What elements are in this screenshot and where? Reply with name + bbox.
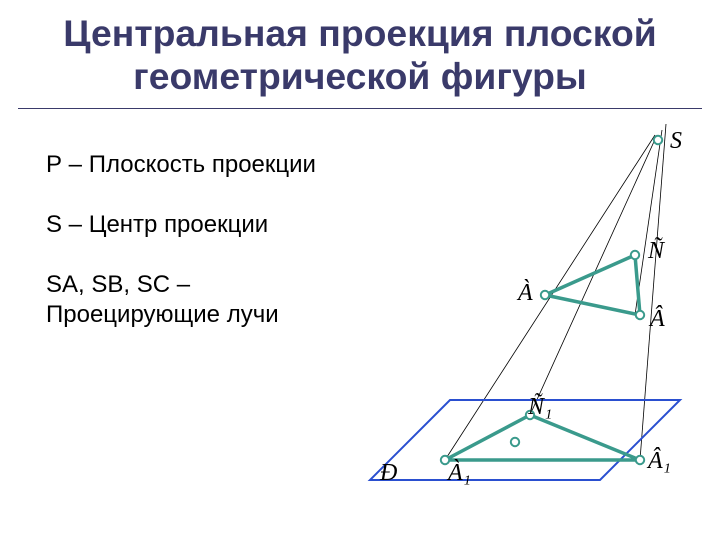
vertex-dot <box>541 291 549 299</box>
definition-symbol: SA, SB, SC <box>46 271 170 298</box>
definition-item: S – Центр проекции <box>46 210 336 240</box>
point-label: Â <box>650 306 665 333</box>
definition-symbol: P <box>46 151 62 178</box>
source-triangle <box>545 255 640 315</box>
projected-triangle <box>445 415 640 460</box>
point-label: À₁ <box>448 460 471 487</box>
definition-symbol: S <box>46 211 62 238</box>
projection-diagram: S À Ñ Â Ñ₁ À₁ Â₁ Ð <box>330 110 710 530</box>
definition-text: – Центр проекции <box>62 211 268 238</box>
vertex-dot <box>654 136 662 144</box>
slide-title: Центральная проекция плоской геометричес… <box>0 12 720 98</box>
point-label: Â₁ <box>648 448 671 475</box>
point-label: Ð <box>380 460 397 487</box>
definitions-block: P – Плоскость проекции S – Центр проекци… <box>46 150 336 360</box>
point-label: À <box>518 280 533 307</box>
title-line2: геометрической фигуры <box>133 55 587 97</box>
point-label: Ñ <box>648 238 664 265</box>
projection-plane <box>370 400 680 480</box>
definition-item: SA, SB, SC – Проецирующие лучи <box>46 270 336 330</box>
vertex-dot <box>636 311 644 319</box>
projection-ray <box>640 124 666 460</box>
definition-text: – Плоскость проекции <box>62 151 316 178</box>
vertex-dot <box>636 456 644 464</box>
point-label: S <box>670 128 682 155</box>
point-label: Ñ₁ <box>528 394 552 421</box>
vertex-dot <box>511 438 519 446</box>
definition-item: P – Плоскость проекции <box>46 150 336 180</box>
title-line1: Центральная проекция плоской <box>63 12 656 54</box>
title-underline <box>18 108 702 109</box>
vertex-dot <box>631 251 639 259</box>
